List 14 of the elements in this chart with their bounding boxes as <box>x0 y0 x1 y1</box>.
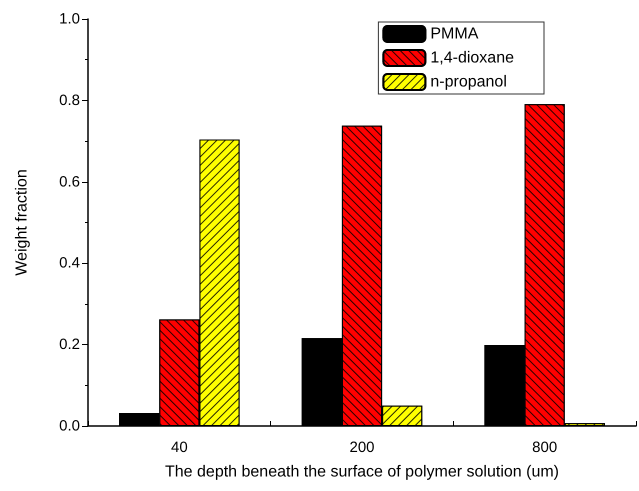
x-tick-label: 40 <box>170 439 188 456</box>
x-tick-label: 200 <box>349 439 375 456</box>
legend-label: n-propanol <box>430 74 507 90</box>
y-tick-label: 0.6 <box>59 173 80 190</box>
x-axis-title: The depth beneath the surface of polymer solution (um) <box>165 464 559 480</box>
y-tick-label: 1.0 <box>59 10 80 28</box>
y-tick-label: 0.2 <box>59 336 80 354</box>
legend-label: PMMA <box>430 26 479 42</box>
y-tick-label: 0.0 <box>59 418 80 434</box>
y-tick-label: 0.8 <box>59 92 80 109</box>
x-tick-label: 800 <box>532 439 558 456</box>
y-axis-title: Weight fraction <box>14 169 30 276</box>
legend-label: 1,4-dioxane <box>430 50 514 66</box>
y-tick-label: 0.4 <box>59 254 80 272</box>
